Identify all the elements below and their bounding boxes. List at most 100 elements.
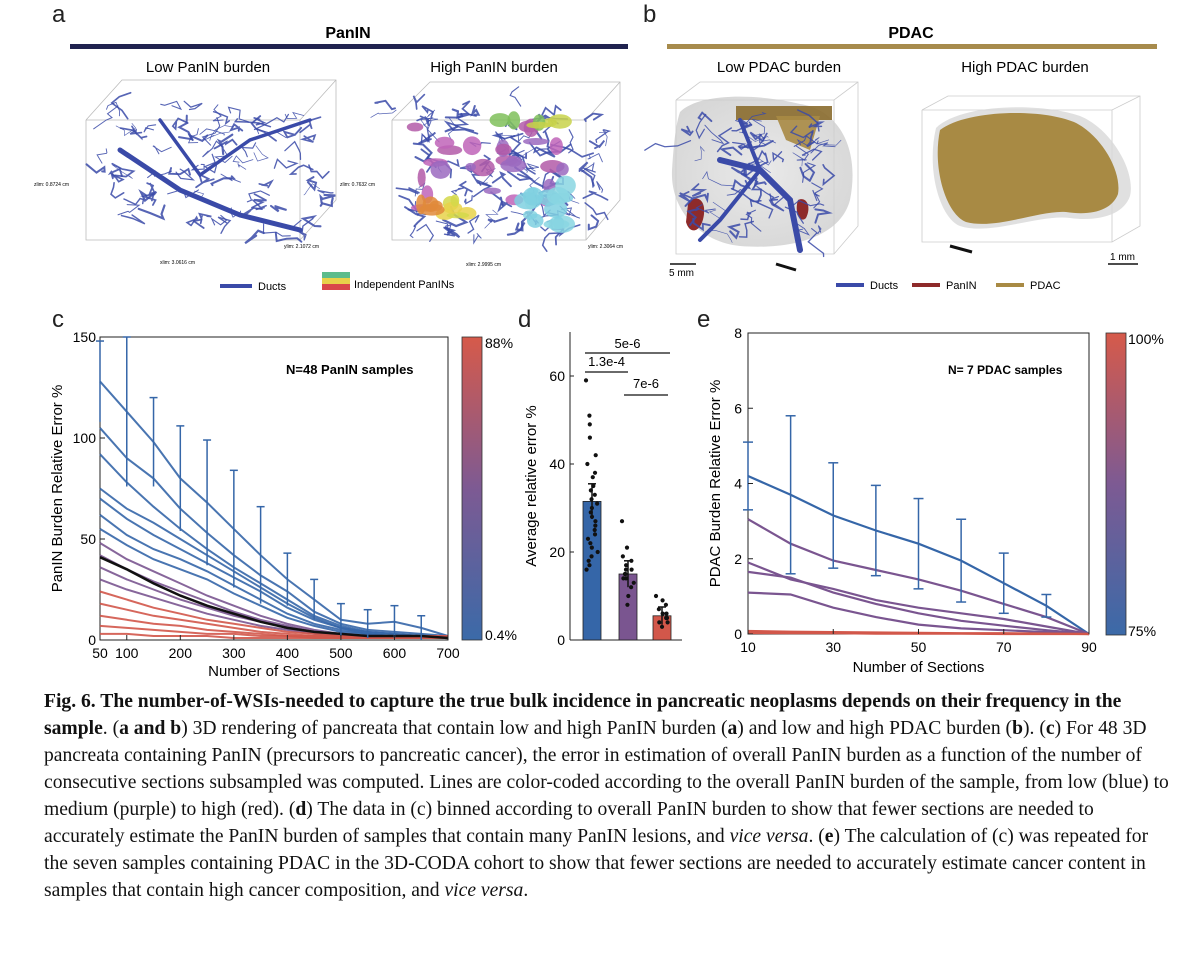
high-panin-render <box>370 81 621 252</box>
duct-branch <box>140 192 157 206</box>
panin-lesion <box>500 158 527 173</box>
duct-branch <box>416 223 435 243</box>
duct-branch <box>110 172 125 183</box>
duct-branch <box>244 229 265 245</box>
y-tick-label: 2 <box>734 551 742 567</box>
duct-branch <box>143 124 157 133</box>
duct-branch <box>317 189 334 194</box>
high-panin-title: High PanIN burden <box>430 59 558 76</box>
data-point <box>629 585 634 590</box>
duct-branch <box>212 110 231 126</box>
data-point <box>624 563 629 568</box>
duct-branch <box>199 128 225 136</box>
data-point <box>592 470 598 475</box>
duct-branch <box>772 151 785 163</box>
duct-branch <box>106 101 121 117</box>
x-tick-label: 70 <box>996 639 1012 655</box>
duct-branch <box>678 191 693 203</box>
duct-branch <box>202 140 224 158</box>
duct-branch <box>595 129 612 143</box>
duct-branch <box>749 131 768 143</box>
duct-branch <box>220 173 241 183</box>
duct-branch <box>395 186 420 195</box>
duct-branch <box>802 162 817 183</box>
duct-branch <box>596 181 604 193</box>
data-point <box>659 624 665 629</box>
panel-label-a: a <box>52 1 66 28</box>
y-axis-label: PDAC Burden Relative Error % <box>707 380 724 588</box>
low-pdac-title: Low PDAC burden <box>717 59 841 76</box>
data-point <box>619 519 625 524</box>
duct-branch <box>726 223 741 240</box>
duct-branch <box>484 209 499 229</box>
duct-branch <box>790 199 825 208</box>
colorbar-e-top: 100% <box>1128 331 1164 347</box>
panin-lesion <box>544 200 568 218</box>
x-tick-label: 300 <box>222 645 246 661</box>
duct-branch <box>443 120 479 135</box>
duct-branch <box>160 100 183 111</box>
data-point <box>664 615 670 621</box>
duct-branch <box>467 214 480 234</box>
data-point <box>589 505 595 511</box>
duct-branch <box>300 215 322 228</box>
duct-branch <box>487 216 508 223</box>
duct-branch <box>704 124 725 145</box>
duct-branch <box>544 131 572 154</box>
duct-branch <box>581 162 595 173</box>
panin-header-bar <box>70 44 628 49</box>
duct-branch <box>719 146 743 157</box>
duct-branch <box>822 163 836 187</box>
data-point <box>660 611 665 616</box>
x-tick-label: 50 <box>92 645 108 661</box>
duct-branch <box>470 104 481 117</box>
duct-branch <box>210 214 228 226</box>
duct-branch <box>258 179 275 189</box>
data-point <box>653 593 659 599</box>
data-point <box>593 519 598 524</box>
caption-ref: c <box>1045 718 1055 739</box>
data-point <box>592 527 597 533</box>
annotation: N= 7 PDAC samples <box>948 363 1063 377</box>
data-point <box>591 483 596 489</box>
caption-italic: vice versa <box>444 880 524 901</box>
duct-branch <box>751 118 766 136</box>
scale-bar-left <box>775 262 797 272</box>
duct-branch <box>246 190 270 203</box>
y-tick-label: 0 <box>88 632 96 648</box>
panin-lesion <box>429 200 443 211</box>
mean-line <box>99 556 449 640</box>
duct-branch <box>282 126 303 139</box>
data-point <box>629 558 634 563</box>
duct-branch <box>115 123 137 137</box>
duct-branch <box>213 149 233 164</box>
high-pdac-title: High PDAC burden <box>961 59 1089 76</box>
duct-branch <box>420 126 430 144</box>
duct-branch <box>232 155 254 164</box>
duct-branch <box>319 197 334 208</box>
duct-branch <box>443 226 457 237</box>
caption-ref: b <box>1012 718 1023 739</box>
panin-lesion <box>430 160 451 179</box>
scale-label-right: 1 mm <box>1110 252 1135 263</box>
panin-lesion <box>556 162 569 176</box>
duct-branch <box>811 182 824 209</box>
duct-branch <box>171 117 189 131</box>
duct-branch <box>253 113 290 131</box>
data-point <box>586 558 591 563</box>
pdac-header-bar <box>667 44 1157 49</box>
data-point <box>589 545 594 550</box>
series-line <box>747 591 1090 636</box>
series-line <box>99 487 448 637</box>
duct-branch <box>110 91 132 120</box>
duct-branch <box>229 122 244 132</box>
duct-branch <box>769 193 785 207</box>
x-tick-label: 30 <box>825 639 841 655</box>
duct-branch <box>497 200 513 213</box>
duct-branch <box>541 232 561 252</box>
duct-branch <box>811 225 822 235</box>
panin-lesion <box>450 194 460 207</box>
data-point <box>625 602 630 607</box>
x-tick-label: 200 <box>169 645 193 661</box>
y-axis-label: PanIN Burden Relative Error % <box>49 385 66 593</box>
